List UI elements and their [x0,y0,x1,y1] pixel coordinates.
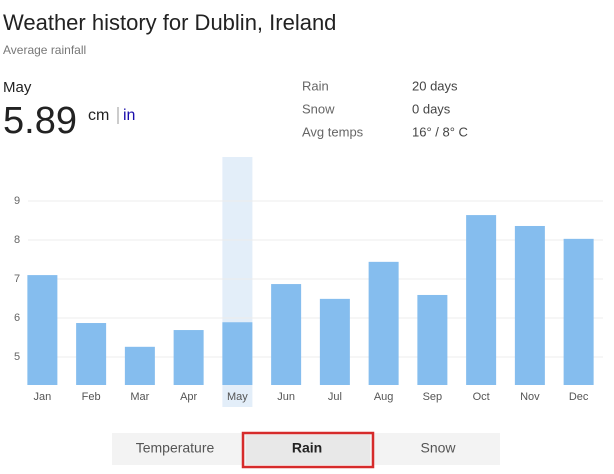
detail-label: Rain [302,78,329,93]
selected-label-bg [222,385,253,407]
bar[interactable] [271,284,302,385]
y-tick-label: 8 [14,234,20,246]
x-tick-label: Mar [130,391,149,403]
highlight-box [241,431,375,469]
bar[interactable] [466,215,497,385]
x-tick-label: Jul [328,391,342,403]
alt-unit[interactable]: in [123,107,135,124]
bar[interactable] [173,330,204,385]
active-tab [246,435,370,465]
bar[interactable] [563,238,594,385]
tab[interactable]: Rain [292,440,322,456]
tab[interactable]: Snow [420,440,456,456]
y-tick-label: 7 [14,273,20,285]
subtitle: Average rainfall [3,43,86,57]
unit: cm [88,107,109,124]
bar[interactable] [124,346,155,385]
detail-value: 20 days [412,78,458,93]
x-tick-label: Dec [569,391,589,403]
x-tick-label: Apr [180,391,197,403]
tab[interactable]: Temperature [136,440,215,456]
selected-value: 5.89 [3,100,77,142]
detail-value: 16° / 8° C [412,124,468,139]
y-tick-label: 6 [14,312,20,324]
bar[interactable] [514,225,545,385]
x-tick-label: Feb [82,391,101,403]
x-tick-label: Oct [473,391,490,403]
x-tick-label: Nov [520,391,540,403]
x-tick-label: Jan [34,391,52,403]
selected-month: May [3,79,32,96]
bar[interactable] [319,298,350,385]
detail-label: Snow [302,101,335,116]
y-tick-label: 9 [14,195,20,207]
detail-label: Avg temps [302,124,364,139]
x-tick-label: Jun [277,391,295,403]
x-tick-label: May [227,391,248,403]
bar[interactable] [27,275,58,385]
bar[interactable] [222,322,253,385]
x-tick-label: Sep [423,391,443,403]
bar[interactable] [76,323,107,385]
bar[interactable] [417,294,448,385]
y-tick-label: 5 [14,351,20,363]
bar[interactable] [368,261,399,385]
detail-value: 0 days [412,101,451,116]
title: Weather history for Dublin, Ireland [3,10,336,35]
x-tick-label: Aug [374,391,394,403]
